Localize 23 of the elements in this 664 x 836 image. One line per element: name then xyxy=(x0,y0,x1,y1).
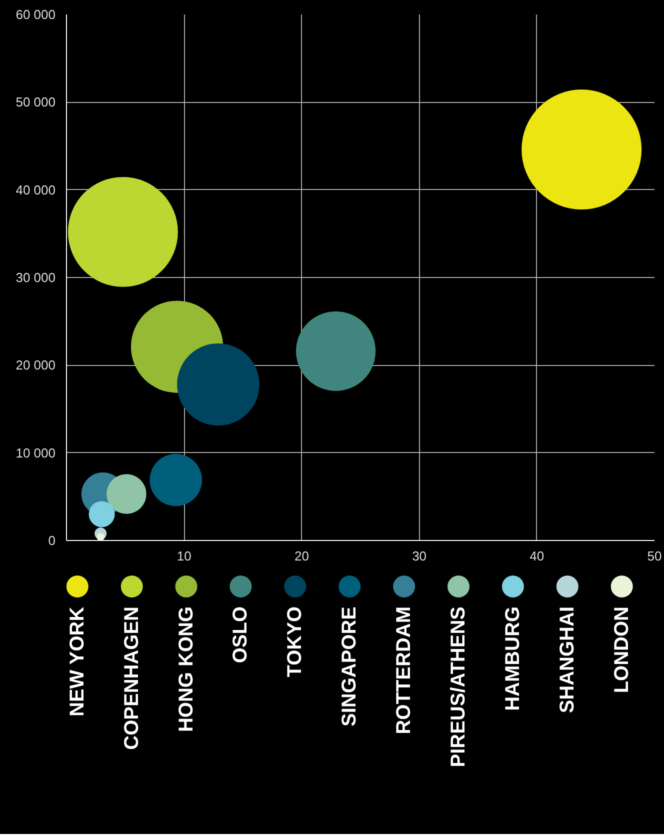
y-tick-label: 10 000 xyxy=(16,445,56,460)
x-tick-label: 40 xyxy=(530,548,544,564)
y-tick-label: 20 000 xyxy=(16,358,56,373)
legend-label: SINGAPORE xyxy=(338,606,361,727)
y-tick-label: 0 xyxy=(48,533,56,548)
legend-label: OSLO xyxy=(230,606,252,664)
y-tick-label: 40 000 xyxy=(16,182,56,198)
y-tick-label: 60 000 xyxy=(16,7,56,22)
x-tick-label: 30 xyxy=(412,548,427,564)
legend-label: COPENHAGEN xyxy=(120,606,143,750)
legend-label: HONG KONG xyxy=(175,606,198,732)
legend-label: NEW YORK xyxy=(66,606,88,716)
y-tick-label: 50 000 xyxy=(16,94,56,110)
legend-label: SHANGHAI xyxy=(556,606,578,714)
legend-label: ROTTERDAM xyxy=(393,606,416,734)
legend-label: PIREUS/ATHENS xyxy=(448,606,470,768)
legend-label: HAMBURG xyxy=(502,606,524,711)
legend-label: LONDON xyxy=(610,606,633,694)
legend-label: TOKYO xyxy=(284,606,306,678)
x-tick-label: 10 xyxy=(176,548,192,564)
x-tick-label: 20 xyxy=(294,548,309,564)
x-tick-label: 50 xyxy=(647,548,662,564)
y-tick-label: 30 000 xyxy=(16,270,56,285)
